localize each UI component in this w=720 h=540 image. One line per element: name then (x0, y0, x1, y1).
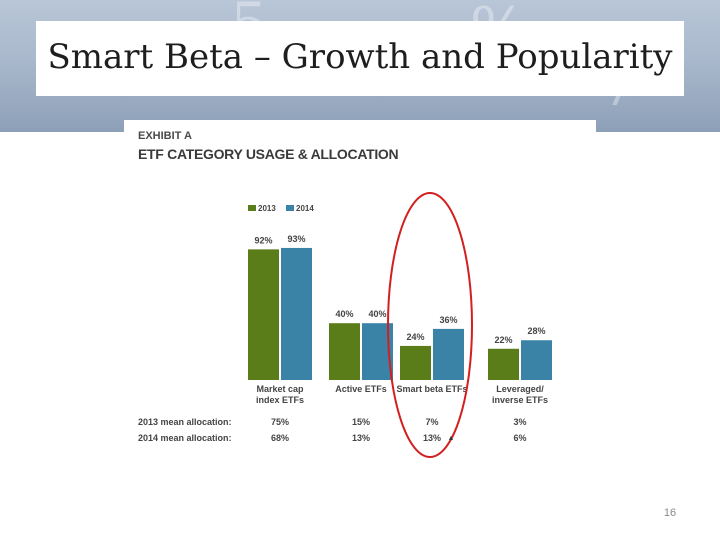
allocation-value-1-0: 68% (271, 433, 289, 443)
exhibit-panel: EXHIBIT A ETF CATEGORY USAGE & ALLOCATIO… (124, 120, 596, 460)
category-label-3: Leveraged/ (496, 384, 544, 394)
allocation-value-1-3: 6% (513, 433, 526, 443)
allocation-value-1-1: 13% (352, 433, 370, 443)
etf-bar-chart: 2013 2014 92% 40% 24% 22% 93% 40% 36% 28% Market c… (138, 192, 552, 458)
bar-2013-2 (400, 345, 431, 380)
bar-value-label-2013-3: 22% (494, 335, 512, 345)
allocation-value-0-3: 3% (513, 417, 526, 427)
bar-2014-3 (521, 340, 552, 380)
allocation-value-1-2: 13% (423, 433, 441, 443)
category-label-3: inverse ETFs (492, 395, 548, 405)
bar-2014-0 (281, 247, 312, 380)
title-box: Smart Beta – Growth and Popularity (36, 21, 684, 96)
exhibit-label: EXHIBIT A (138, 130, 192, 142)
category-label-0: index ETFs (256, 395, 304, 405)
slide-title: Smart Beta – Growth and Popularity (47, 37, 673, 77)
allocation-value-0-2: 7% (425, 417, 438, 427)
bar-2013-3 (488, 348, 519, 380)
bar-value-label-2014-2: 36% (439, 315, 457, 325)
page-number: 16 (663, 507, 677, 519)
bar-value-label-2014-0: 93% (287, 234, 305, 244)
category-label-0: Market cap (256, 384, 304, 394)
legend-label-2014: 2014 (296, 204, 314, 213)
category-label-1: Active ETFs (335, 384, 387, 394)
allocation-value-0-1: 15% (352, 417, 370, 427)
legend-label-2013: 2013 (258, 204, 276, 213)
bar-2013-1 (329, 323, 360, 380)
allocation-row-label-1: 2014 mean allocation: (138, 433, 232, 443)
highlight-circle (387, 192, 473, 458)
up-arrow-icon: ▲ (448, 435, 455, 442)
allocation-row-label-0: 2013 mean allocation: (138, 417, 232, 427)
bar-value-label-2014-3: 28% (527, 326, 545, 336)
bar-value-label-2013-1: 40% (335, 309, 353, 319)
exhibit-title: ETF CATEGORY USAGE & ALLOCATION (138, 146, 399, 162)
allocation-value-0-0: 75% (271, 417, 289, 427)
bar-2013-0 (248, 249, 279, 380)
legend-swatch-2014 (286, 205, 294, 211)
bar-value-label-2013-2: 24% (406, 332, 424, 342)
category-label-2: Smart beta ETFs (396, 384, 467, 394)
bar-2014-2 (433, 328, 464, 380)
bar-value-label-2013-0: 92% (254, 235, 272, 245)
legend-swatch-2013 (248, 205, 256, 211)
bar-value-label-2014-1: 40% (368, 309, 386, 319)
